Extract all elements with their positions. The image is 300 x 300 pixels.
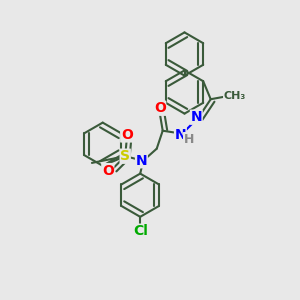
Text: H: H [184,133,194,146]
Text: O: O [102,164,114,178]
Text: O: O [121,128,133,142]
Text: N: N [136,154,147,168]
Text: O: O [154,101,166,115]
Text: CH₃: CH₃ [224,91,246,101]
Text: N: N [190,110,202,124]
Text: N: N [175,128,186,142]
Text: S: S [120,149,130,163]
Text: Cl: Cl [133,224,148,238]
